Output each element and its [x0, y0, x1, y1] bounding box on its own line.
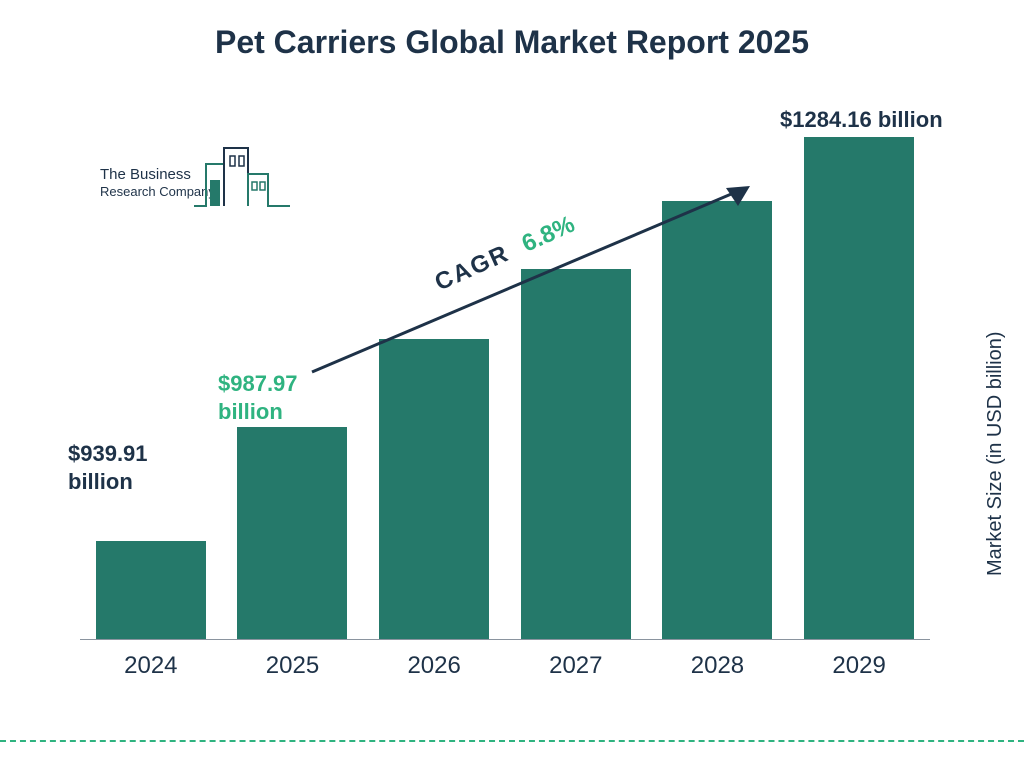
bar-2028	[657, 201, 777, 639]
xlabel: 2029	[799, 652, 919, 680]
value-label-2029: $1284.16 billion	[780, 106, 980, 134]
y-axis-label: Market Size (in USD billion)	[985, 332, 1008, 577]
xlabel: 2026	[374, 652, 494, 680]
bar-2025	[232, 427, 352, 639]
x-axis-labels: 2024 2025 2026 2027 2028 2029	[80, 652, 930, 680]
bar	[237, 427, 347, 639]
bar-chart: 2024 2025 2026 2027 2028 2029	[80, 120, 930, 680]
bars-container	[80, 120, 930, 640]
xlabel: 2025	[232, 652, 352, 680]
bar	[96, 541, 206, 639]
bar-2029	[799, 137, 919, 639]
bar-2027	[516, 269, 636, 639]
bar	[521, 269, 631, 639]
xlabel: 2028	[657, 652, 777, 680]
bar	[804, 137, 914, 639]
value-label-2025: $987.97 billion	[218, 370, 338, 425]
bar-2026	[374, 339, 494, 639]
value-label-2024: $939.91 billion	[68, 440, 188, 495]
xlabel: 2027	[516, 652, 636, 680]
bottom-divider	[0, 740, 1024, 742]
xlabel: 2024	[91, 652, 211, 680]
chart-title: Pet Carriers Global Market Report 2025	[0, 24, 1024, 61]
bar	[662, 201, 772, 639]
bar	[379, 339, 489, 639]
bar-2024	[91, 541, 211, 639]
